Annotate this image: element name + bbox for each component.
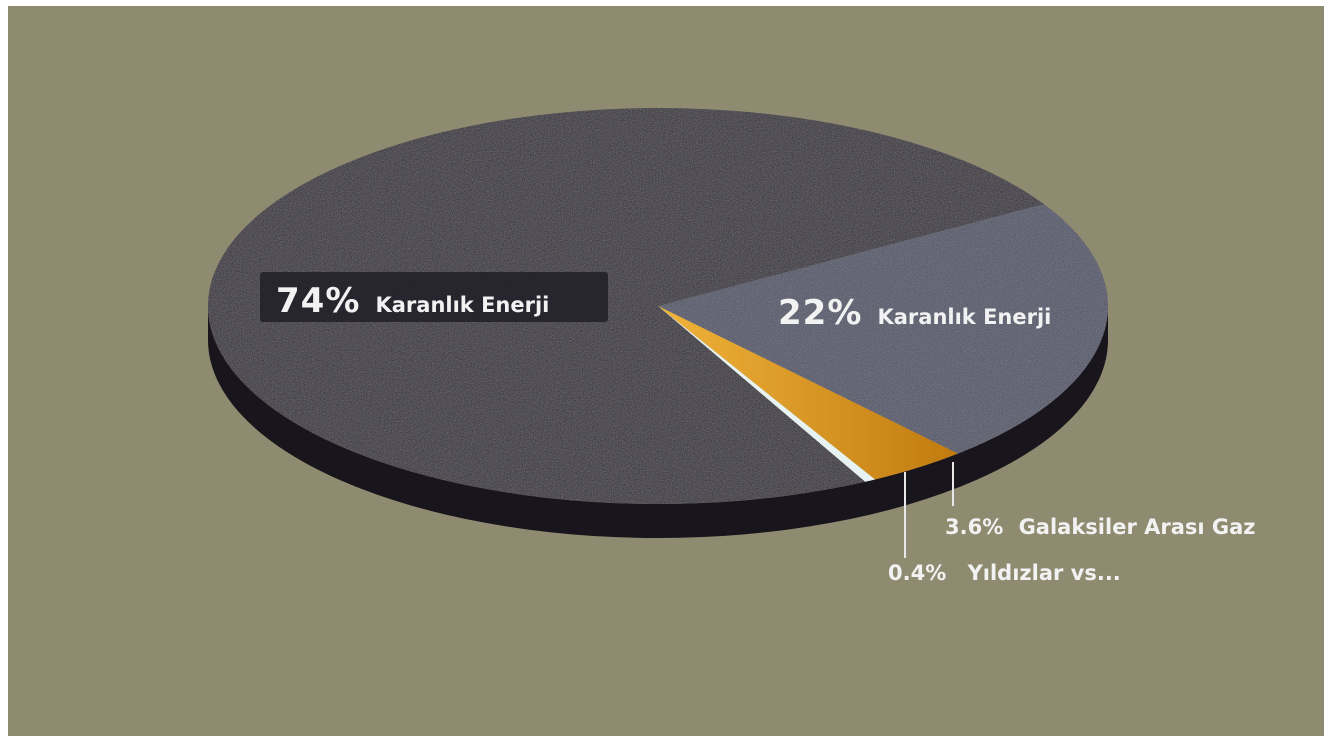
slice-22-pct: 22% [778,293,862,333]
pie-chart: 74% Karanlık Enerji 22% Karanlık Enerji … [207,108,1256,585]
slice-0-4-name: Yıldızlar vs... [967,561,1121,585]
svg-text:74% Karanlık Enerji: 74% Karanlık Enerji [276,281,549,321]
slice-0-4-pct: 0.4% [888,561,946,585]
slice-74-wedge [207,108,1044,504]
slice-22-wedge [658,204,1109,454]
slice-3-6-pct: 3.6% [945,515,1003,539]
label-22: 22% Karanlık Enerji [778,293,1051,333]
svg-text:3.6% Galaksiler Arası Ga: 3.6% Galaksiler Arası Gaz [945,515,1256,539]
slice-74-pct: 74% [276,281,360,321]
pie-slices [207,108,1109,504]
svg-text:0.4% Yıldızlar vs...: 0.4% Yıldızlar vs... [888,561,1121,585]
pie-side [208,306,1108,538]
svg-text:22% Karanlık Enerji: 22% Karanlık Enerji [778,293,1051,333]
slice-74-name: Karanlık Enerji [375,293,549,317]
chart-canvas: 74% Karanlık Enerji 22% Karanlık Enerji … [8,6,1324,736]
slice-22-name: Karanlık Enerji [877,305,1051,329]
slice-3-6-name: Galaksiler Arası Gaz [1019,515,1256,539]
slice-3-6-wedge [658,306,958,480]
label-74: 74% Karanlık Enerji [260,272,608,322]
slice-0-4-wedge [658,306,876,482]
